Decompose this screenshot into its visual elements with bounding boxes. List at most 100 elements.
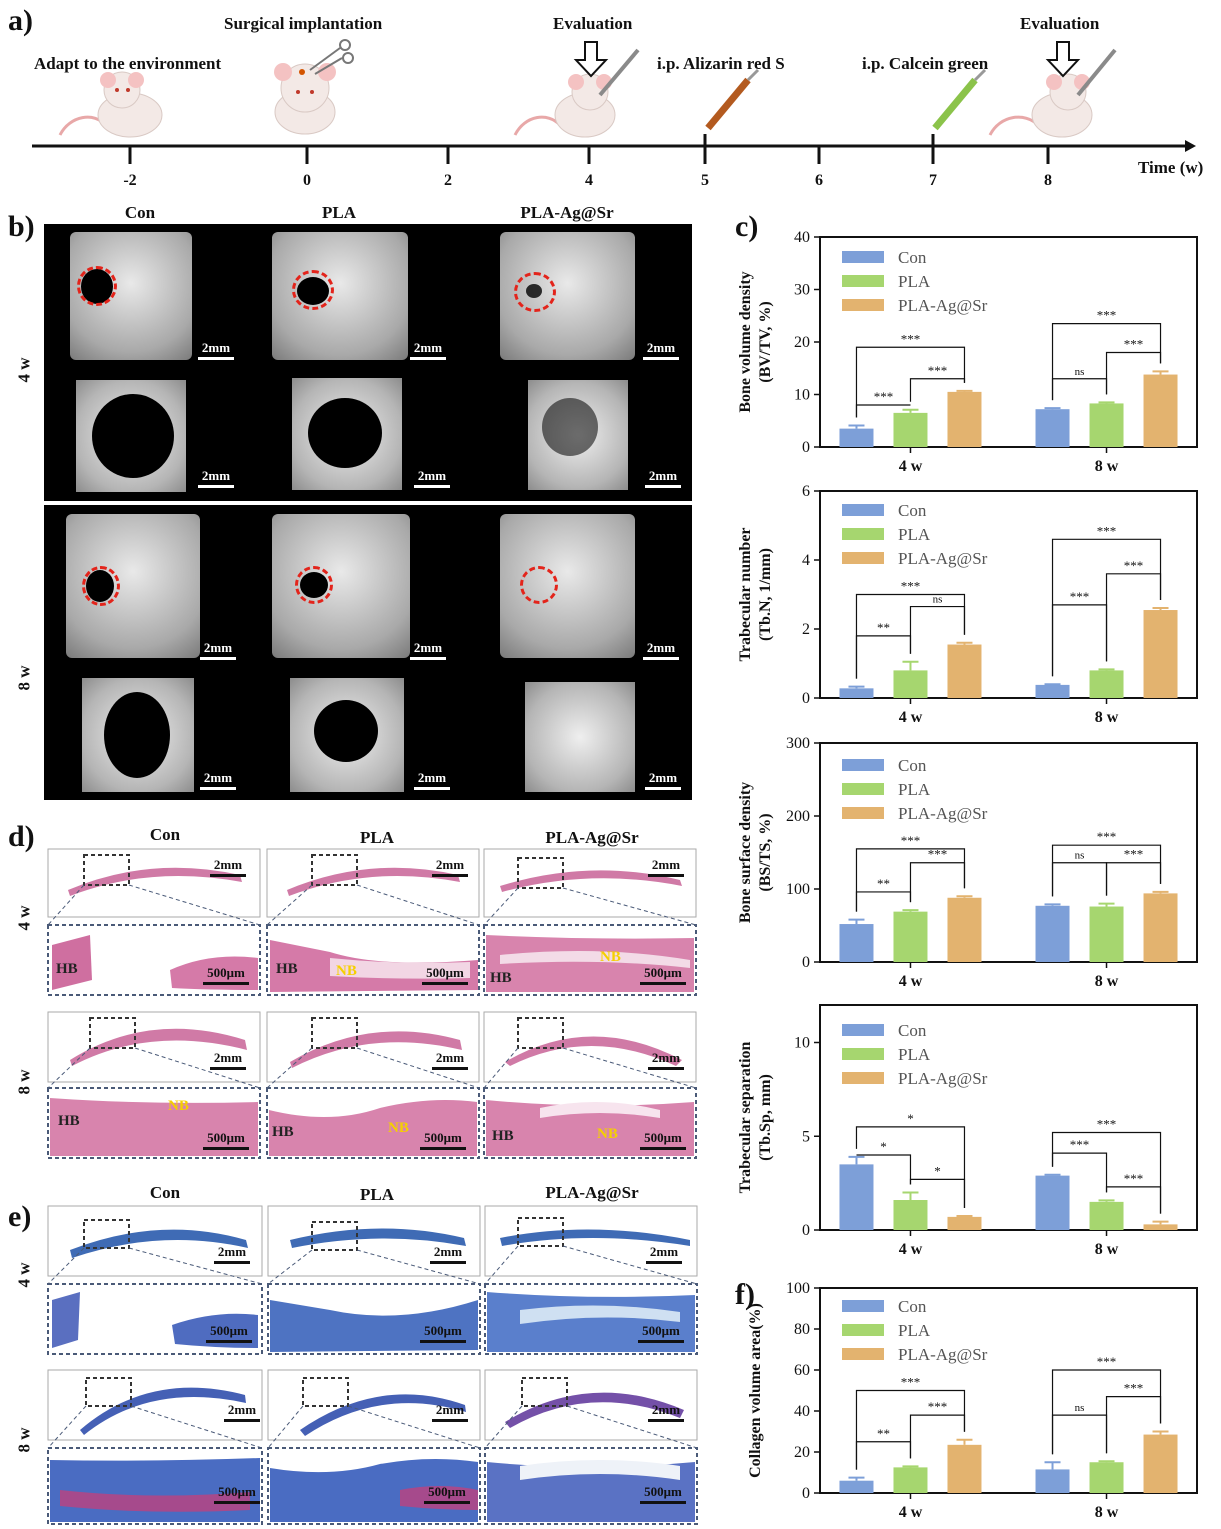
x-tick-label: 4 w (899, 458, 923, 475)
defect-marker-circle (514, 272, 556, 312)
significance-label: *** (901, 331, 921, 346)
col-head-con: Con (149, 825, 181, 844)
legend-swatch (842, 783, 884, 795)
significance-label: *** (1124, 558, 1144, 573)
significance-label: ns (1075, 1402, 1085, 1414)
y-axis-label: Bone volume density (737, 271, 754, 412)
scale-bar: 2mm (198, 340, 234, 360)
scale-bar: 2mm (198, 468, 234, 488)
significance-bracket (855, 593, 966, 679)
defect-marker-circle (295, 566, 333, 604)
scale-bar: 500μm (214, 1484, 260, 1504)
mouse-adapt-icon (58, 71, 163, 138)
event-eval2: Evaluation (1020, 14, 1100, 33)
scale-bar: 500μm (203, 965, 249, 985)
syringe-orange-icon (705, 68, 760, 131)
tick-label: 0 (303, 172, 311, 189)
significance-bracket (909, 1178, 966, 1208)
scale-bar: 2mm (414, 468, 450, 488)
significance-bracket (1051, 604, 1108, 677)
scale-bar: 2mm (214, 1244, 250, 1264)
x-tick-label: 8 w (1095, 458, 1119, 475)
y-axis-label: (Tb.N, 1/mm) (757, 548, 774, 641)
bar (947, 644, 982, 698)
scale-bar: 2mm (432, 1402, 468, 1422)
bar (839, 688, 874, 698)
panel-letter-a: a) (8, 4, 33, 37)
x-tick-label: 8 w (1095, 1241, 1119, 1258)
scale-bar: 2mm (224, 1402, 260, 1422)
y-tick-label: 0 (802, 439, 810, 456)
legend-swatch (842, 275, 884, 287)
col-head-plaagsr: PLA-Ag@Sr (545, 1183, 639, 1202)
defect-marker-circle (520, 566, 558, 604)
y-tick-label: 0 (802, 1485, 810, 1502)
defect-hole (314, 700, 378, 762)
y-tick-label: 100 (786, 1280, 810, 1297)
defect-hole (92, 394, 174, 478)
significance-label: *** (1097, 1117, 1117, 1132)
y-axis-label: Collagen volume area(%) (747, 1303, 764, 1478)
col-head-plaagsr: PLA-Ag@Sr (520, 203, 614, 222)
host-bone-tag: HB (56, 961, 78, 977)
legend-label: Con (898, 1021, 927, 1040)
tick-label: 5 (701, 172, 709, 189)
bar (893, 412, 928, 447)
bar (1035, 1175, 1070, 1230)
scale-bar: 500μm (640, 1484, 686, 1504)
bar (1089, 670, 1124, 698)
bar (947, 391, 982, 447)
y-axis-label: Bone surface density (737, 782, 754, 923)
x-tick-label: 8 w (1095, 973, 1119, 990)
significance-bracket (855, 848, 966, 912)
bar (1035, 684, 1070, 698)
significance-label: *** (1097, 308, 1117, 323)
scale-bar: 2mm (200, 770, 236, 790)
panel-letter-b: b) (8, 210, 35, 243)
scissors-icon (309, 39, 354, 75)
significance-label: *** (1124, 1381, 1144, 1396)
legend-label: PLA (898, 1045, 931, 1064)
mouse-eval1-icon (513, 48, 640, 138)
event-eval1: Evaluation (553, 14, 633, 33)
event-alizarin: i.p. Alizarin red S (657, 54, 785, 73)
timeline-ticks (128, 134, 1050, 164)
significance-bracket (1051, 1369, 1162, 1455)
significance-label: *** (1070, 589, 1090, 604)
significance-label: *** (901, 833, 921, 848)
bar (947, 897, 982, 962)
col-head-con: Con (124, 203, 156, 222)
legend-swatch (842, 1324, 884, 1336)
legend-label: Con (898, 756, 927, 775)
scale-bar: 2mm (414, 770, 450, 790)
y-axis-label: Trabecular separation (737, 1041, 754, 1193)
panel-letter-d: d) (8, 820, 35, 853)
legend-label: PLA (898, 525, 931, 544)
scale-bar: 500μm (203, 1130, 249, 1150)
scale-bar: 2mm (645, 770, 681, 790)
legend-label: PLA-Ag@Sr (898, 804, 988, 823)
bar (1089, 1462, 1124, 1493)
bar (839, 428, 874, 447)
legend-label: Con (898, 1297, 927, 1316)
bar (839, 1480, 874, 1493)
legend-swatch (842, 1048, 884, 1060)
bar (1143, 1224, 1178, 1230)
significance-label: * (880, 1139, 887, 1154)
significance-bracket (1051, 1414, 1108, 1455)
bar (1143, 893, 1178, 962)
scale-bar: 500μm (420, 1323, 466, 1343)
significance-label: * (934, 1163, 941, 1178)
legend-swatch (842, 251, 884, 263)
significance-bracket (855, 1126, 966, 1208)
legend-swatch (842, 552, 884, 564)
scale-bar: 2mm (645, 468, 681, 488)
significance-label: *** (928, 847, 948, 862)
defect-hole (542, 398, 598, 456)
legend-label: PLA-Ag@Sr (898, 549, 988, 568)
time-axis-label: Time (w) (1138, 158, 1204, 177)
significance-bracket (1051, 1131, 1162, 1214)
chart-frame (819, 742, 1198, 963)
legend-label: PLA-Ag@Sr (898, 1345, 988, 1364)
significance-bracket (1105, 1186, 1162, 1214)
